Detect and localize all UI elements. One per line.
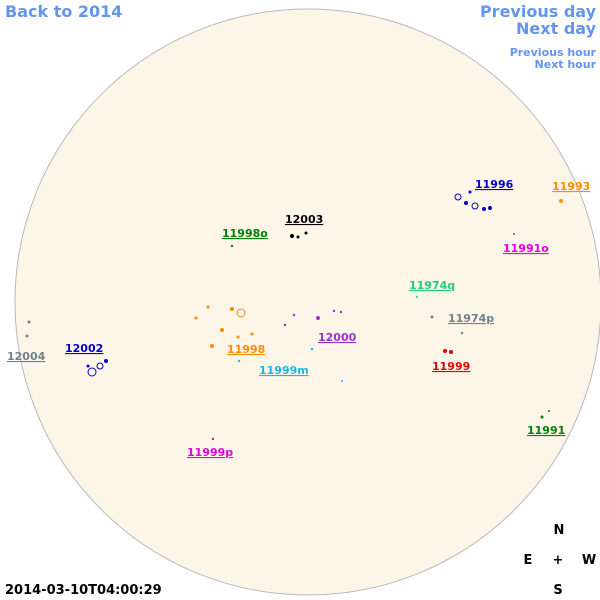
compass-north: N — [554, 523, 565, 538]
region-label[interactable]: 11999p — [187, 446, 233, 459]
compass-south: S — [553, 583, 562, 598]
back-link[interactable]: Back to 2014 — [5, 2, 122, 21]
sunspots — [25, 190, 563, 441]
region-label[interactable]: 11999m — [259, 364, 309, 377]
region-label[interactable]: 11974q — [409, 279, 455, 292]
region-label[interactable]: 11998o — [222, 227, 268, 240]
region-label[interactable]: 12003 — [285, 213, 323, 226]
compass-west: W — [582, 553, 596, 568]
region-label[interactable]: 11998 — [227, 343, 265, 356]
region-labels: 11996 11993 12003 11998o 11991o 11974q 1… — [7, 178, 590, 459]
region-label[interactable]: 11991 — [527, 424, 565, 437]
region-label[interactable]: 11993 — [552, 180, 590, 193]
next-day-link[interactable]: Next day — [516, 19, 597, 38]
compass: N E + W S — [524, 523, 597, 598]
previous-hour-link[interactable]: Previous hour — [510, 46, 597, 59]
region-label[interactable]: 11999 — [432, 360, 470, 373]
region-label[interactable]: 12002 — [65, 342, 103, 355]
region-label[interactable]: 12000 — [318, 331, 357, 344]
timestamp: 2014-03-10T04:00:29 — [5, 583, 162, 598]
region-label[interactable]: 11991o — [503, 242, 549, 255]
previous-day-link[interactable]: Previous day — [480, 2, 597, 21]
compass-east: E — [524, 553, 533, 568]
solar-disk — [14, 8, 600, 596]
region-label[interactable]: 12004 — [7, 350, 46, 363]
region-label[interactable]: 11996 — [475, 178, 514, 191]
region-label[interactable]: 11974p — [448, 312, 494, 325]
compass-center: + — [553, 553, 564, 568]
next-hour-link[interactable]: Next hour — [535, 58, 597, 71]
